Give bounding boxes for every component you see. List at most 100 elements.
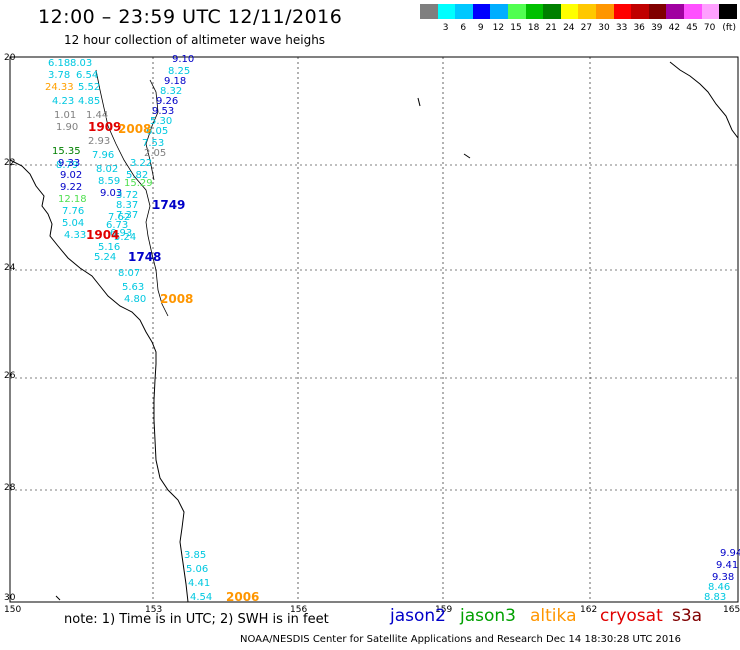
- scale-label: 12: [492, 23, 505, 33]
- scale-label: 18: [527, 23, 540, 33]
- scale-swatch: [596, 4, 614, 19]
- scale-swatch: [631, 4, 650, 19]
- island-fragment: [417, 97, 421, 107]
- wave-height-label: 9.38: [712, 572, 734, 583]
- wave-height-label: 5.30: [150, 116, 172, 127]
- lat-label: 20: [4, 53, 16, 63]
- grid-lines: [10, 57, 738, 602]
- wave-height-label: 6.18: [48, 58, 70, 69]
- pass-time-label: 2006: [226, 590, 259, 604]
- wave-height-label: 7.62: [108, 212, 130, 223]
- wave-height-label: 9.03: [100, 188, 122, 199]
- reef-shoals: [145, 79, 159, 181]
- credit-line: NOAA/NESDIS Center for Satellite Applica…: [240, 634, 682, 645]
- scale-swatch: [666, 4, 685, 19]
- scale-label: 33: [615, 23, 628, 33]
- wave-height-label: 8.25: [168, 66, 190, 77]
- scale-label: 70: [703, 23, 716, 33]
- wave-height-label: 3.72: [116, 190, 138, 201]
- wave-height-label: 3.85: [184, 550, 206, 561]
- wave-height-label: 9.33: [58, 158, 80, 169]
- australia-coastline: [9, 159, 189, 603]
- wave-height-label: 4.23: [52, 96, 74, 107]
- wave-height-label: 4.41: [188, 578, 210, 589]
- scale-label: 45: [686, 23, 698, 33]
- scale-swatch: [543, 4, 562, 19]
- wave-height-label: 6.05: [146, 126, 168, 137]
- wave-height-label: 4.85: [78, 96, 100, 107]
- wave-height-label: 6.54: [76, 70, 98, 81]
- wave-height-label: 8.83: [704, 592, 726, 603]
- lat-label: 26: [4, 371, 16, 381]
- wave-height-label: 4.33: [64, 230, 86, 241]
- lon-label: 153: [145, 605, 162, 615]
- lon-label: 159: [435, 605, 452, 615]
- scale-label: 15: [510, 23, 522, 33]
- wave-height-label: 1.44: [86, 110, 108, 121]
- legend-s3a: s3a: [672, 606, 703, 626]
- footer-note: note: 1) Time is in UTC; 2) SWH is in fe…: [64, 612, 329, 627]
- wave-height-label: 8.07: [118, 268, 140, 279]
- scale-swatch: [578, 4, 597, 19]
- wave-height-label: 9.53: [152, 106, 174, 117]
- scale-label: 3: [442, 23, 449, 33]
- scale-label: 24: [563, 23, 575, 33]
- scale-label: 27: [580, 23, 593, 33]
- scale-swatch: [560, 4, 579, 19]
- scale-swatch: [648, 4, 667, 19]
- scale-swatch: [684, 4, 702, 19]
- scale-swatch: [490, 4, 509, 19]
- wave-height-label: 9.18: [164, 76, 186, 87]
- scale-swatch: [719, 4, 738, 19]
- wave-height-label: 4.54: [190, 592, 212, 603]
- wave-height-label: 9.94: [720, 548, 740, 559]
- wave-height-label: 3.22: [130, 158, 152, 169]
- lat-label: 30: [4, 593, 16, 603]
- wave-height-label: 5.52: [78, 82, 100, 93]
- scale-swatch: [508, 4, 526, 19]
- wave-height-label: 5.82: [126, 170, 148, 181]
- wave-height-label: 5.06: [186, 564, 208, 575]
- lon-label: 150: [4, 605, 21, 615]
- wave-height-label: 9.41: [716, 560, 738, 571]
- barrier-reef-edge: [95, 69, 169, 317]
- map-title: 12:00 – 23:59 UTC 12/11/2016: [38, 6, 343, 28]
- pass-time-label: 1749: [152, 198, 185, 212]
- lat-label: 24: [4, 263, 16, 273]
- wave-height-label: 7.53: [142, 138, 164, 149]
- wave-height-label: 8.46: [708, 582, 730, 593]
- map-subtitle: 12 hour collection of altimeter wave hei…: [64, 33, 326, 47]
- scale-swatch: [613, 4, 632, 19]
- wave-height-label: 8.79: [56, 160, 78, 171]
- wave-height-label: 8.37: [116, 200, 138, 211]
- pass-time-label: 1909: [88, 120, 121, 134]
- scale-label: 6: [460, 23, 467, 33]
- pass-time-label: 1748: [128, 250, 161, 264]
- scale-swatch: [437, 4, 456, 19]
- scale-label: 30: [598, 23, 610, 33]
- legend-cryosat: cryosat: [600, 606, 663, 626]
- scale-unit-label: (ft): [722, 23, 736, 33]
- lat-label: 22: [4, 158, 15, 168]
- pass-time-label: 1904: [86, 228, 119, 242]
- legend-altika: altika: [530, 606, 577, 626]
- wave-height-label: 1.90: [56, 122, 78, 133]
- island-fragment: [463, 153, 471, 159]
- scale-label: 36: [633, 23, 645, 33]
- wave-height-label: 4.80: [124, 294, 146, 305]
- wave-height-label: 5.16: [98, 242, 120, 253]
- wave-height-label: 6.73: [106, 220, 128, 231]
- wave-height-label: 3.78: [48, 70, 70, 81]
- legend-jason3: jason3: [460, 606, 516, 626]
- lat-label: 28: [4, 483, 16, 493]
- wave-height-label: 12.18: [58, 194, 87, 205]
- island-fragment: [55, 595, 61, 601]
- wave-height-label: 1.01: [54, 110, 76, 121]
- wave-height-label: 7.76: [62, 206, 84, 217]
- pass-time-label: 2008: [160, 292, 193, 306]
- scale-swatch: [420, 4, 438, 19]
- wave-height-label: 9.02: [60, 170, 82, 181]
- wave-height-label: 24.33: [45, 82, 74, 93]
